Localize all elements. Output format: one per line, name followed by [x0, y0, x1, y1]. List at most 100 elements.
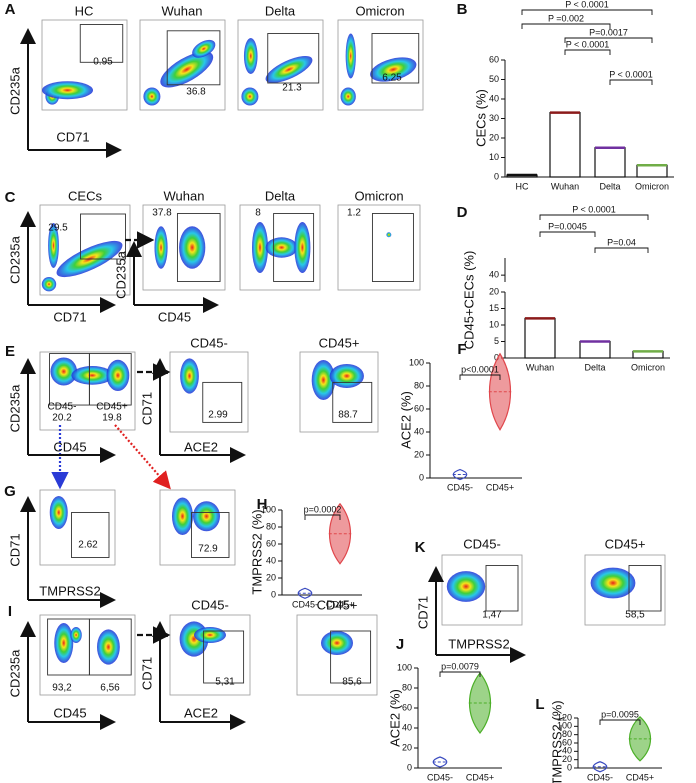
y-axis-title: CD45+CECs (%) — [461, 251, 476, 350]
axis-label: CD235a — [7, 66, 22, 114]
gate-value: 37.8 — [152, 208, 172, 219]
plot-title: Delta — [265, 188, 296, 203]
y-tick-label: 0 — [271, 589, 276, 599]
significance-bracket — [539, 231, 596, 237]
gate — [203, 630, 245, 684]
p-value: p=0.0095 — [601, 709, 639, 719]
density-blob — [41, 277, 57, 292]
gate-value: 6.25 — [382, 73, 402, 84]
y-tick-label: 10 — [489, 319, 499, 329]
density-blob — [97, 629, 120, 665]
y-axis-title: TMPRSS2 (%) — [249, 509, 264, 594]
y-tick-label: 10 — [489, 152, 499, 162]
density-blob — [172, 497, 193, 535]
plot-title: CD45- — [191, 597, 229, 612]
density-blob — [50, 357, 78, 386]
density-blob — [252, 222, 268, 273]
x-tick-label: CD45+ — [626, 772, 654, 782]
gate — [371, 33, 420, 84]
density-blob — [345, 33, 356, 79]
x-tick-label: Delta — [584, 362, 605, 372]
plot-title: CD45+ — [317, 597, 358, 612]
axis-label: ACE2 — [184, 705, 218, 720]
y-tick-label: 100 — [409, 357, 424, 367]
y-tick-label: 0 — [494, 352, 499, 362]
axis-label: CD71 — [7, 533, 22, 566]
density-blob — [340, 87, 356, 106]
x-tick-label: Wuhan — [526, 362, 554, 372]
gate — [176, 213, 221, 282]
gate-value: 72.9 — [198, 544, 218, 555]
gate-value: 20.2 — [52, 413, 72, 424]
bar — [549, 112, 581, 178]
panel-letter: K — [415, 539, 426, 556]
y-tick-label: 60 — [489, 54, 499, 64]
density-blob — [370, 57, 417, 82]
axis-label: CD45 — [158, 309, 191, 324]
y-tick-label: 40 — [266, 555, 276, 565]
density-blob — [71, 366, 114, 385]
panel-letter: B — [457, 1, 468, 18]
y-tick-label: 60 — [414, 403, 424, 413]
y-axis-title: TMPRSS2 (%) — [549, 700, 564, 783]
y-tick-label: 20 — [402, 742, 412, 752]
gate — [71, 512, 110, 558]
x-tick-label: HC — [516, 181, 529, 191]
plot-frame — [39, 489, 116, 566]
y-tick-label: 20 — [489, 286, 499, 296]
x-tick-label: CD45- — [427, 772, 453, 782]
gate-value: 0.95 — [93, 57, 113, 68]
gate-value: CD45+ — [96, 402, 128, 413]
p-value: p=0.0079 — [441, 661, 479, 671]
density-blob — [265, 55, 313, 84]
plot-title: Wuhan — [164, 188, 205, 203]
gate — [273, 213, 315, 282]
violin — [432, 756, 448, 768]
significance-bracket — [609, 79, 653, 85]
axis-label: CD45 — [53, 439, 86, 454]
density-blob — [265, 237, 298, 258]
p-value: P=0.0045 — [548, 221, 587, 231]
plot-title: Delta — [265, 3, 296, 18]
density-blob — [321, 631, 353, 655]
y-tick-label: 30 — [489, 113, 499, 123]
significance-bracket — [521, 23, 611, 29]
y-tick-label: 0 — [567, 762, 572, 772]
y-tick-label: 120 — [557, 712, 572, 722]
panel-letter: E — [5, 343, 15, 360]
significance-bracket — [439, 671, 481, 677]
y-tick-label: 40 — [414, 426, 424, 436]
density-blob — [311, 360, 336, 400]
gate-value: 1,47 — [482, 610, 502, 621]
y-tick-label: 5 — [494, 336, 499, 346]
density-blob — [243, 38, 258, 74]
axis-label: CD71 — [139, 657, 154, 690]
significance-bracket — [304, 514, 341, 520]
gate — [79, 24, 124, 63]
density-blob — [192, 39, 216, 58]
x-tick-label: Delta — [599, 181, 620, 191]
y-tick-label: 40 — [562, 746, 572, 756]
x-tick-label: CD45- — [587, 772, 613, 782]
y-tick-label: 80 — [562, 729, 572, 739]
y-axis-title: ACE2 (%) — [387, 689, 402, 747]
density-blob — [241, 87, 259, 106]
y-tick-label: 20 — [266, 572, 276, 582]
axis-label: CD235a — [113, 250, 128, 298]
x-tick-label: CD45- — [292, 599, 318, 609]
gate — [202, 381, 243, 423]
p-value: P < 0.0001 — [609, 69, 653, 79]
panel-letter: J — [396, 636, 404, 653]
density-blob — [180, 358, 199, 394]
gate — [166, 30, 221, 86]
significance-bracket — [564, 49, 611, 55]
axis-label: CD71 — [139, 392, 154, 425]
y-tick-label: 100 — [261, 504, 276, 514]
density-blob — [386, 232, 392, 238]
panel-letter: G — [4, 483, 16, 500]
y-axis-title: ACE2 (%) — [398, 391, 413, 449]
panel-letter: H — [257, 496, 268, 513]
x-tick-label: CD45+ — [466, 772, 494, 782]
plot-title: CD45- — [190, 335, 228, 350]
plot-title: Omicron — [355, 3, 404, 18]
